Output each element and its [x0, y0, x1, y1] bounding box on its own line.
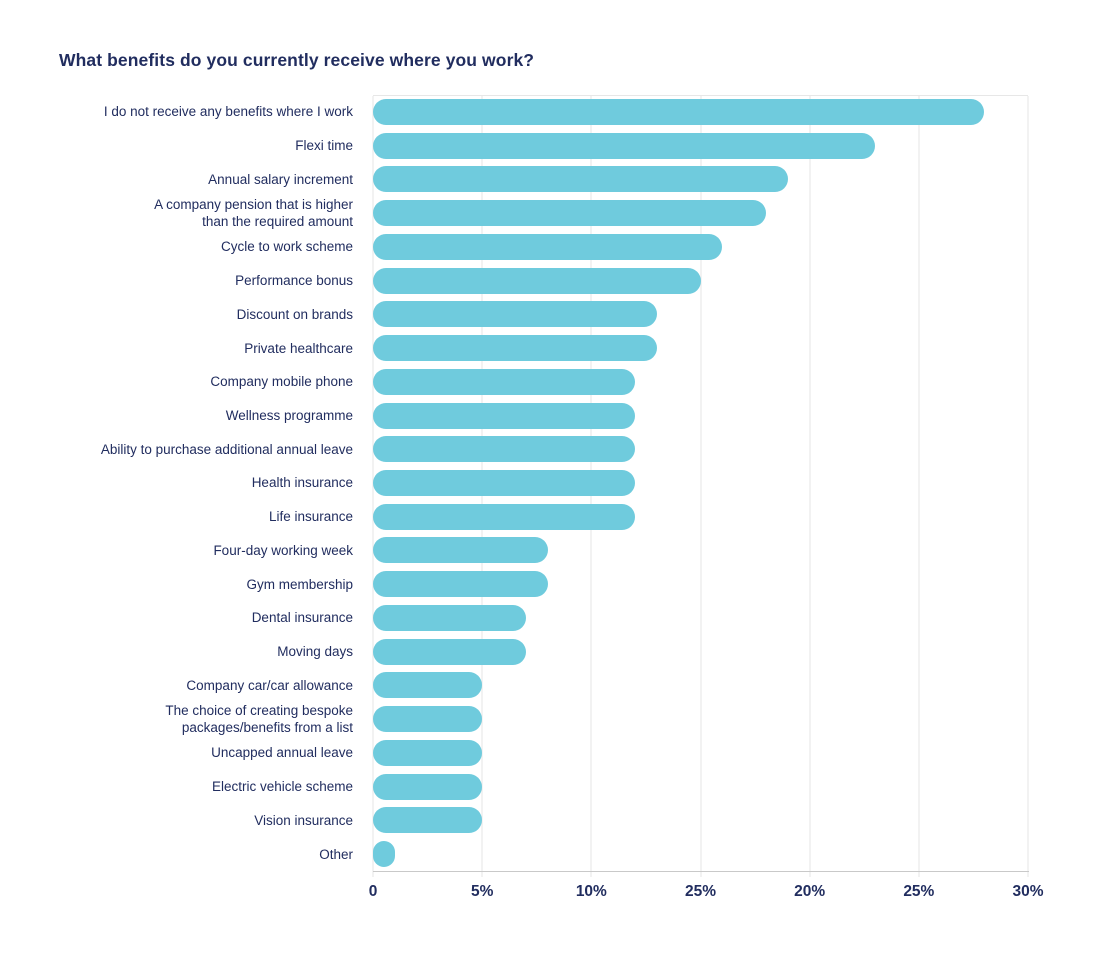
category-label: Discount on brands	[236, 306, 353, 322]
bar-row: Ability to purchase additional annual le…	[0, 432, 1104, 466]
bar-row: I do not receive any benefits where I wo…	[0, 95, 1104, 129]
category-label: Electric vehicle scheme	[211, 779, 353, 795]
bar	[373, 604, 526, 631]
category-label: Flexi time	[295, 138, 353, 154]
category-label: Annual salary increment	[208, 171, 353, 187]
bar-row: Private healthcare	[0, 331, 1104, 365]
bar-row: Four-day working week	[0, 534, 1104, 568]
x-tick-label: 10%	[575, 883, 607, 900]
bar	[373, 233, 723, 260]
x-tick-label: 20%	[794, 883, 826, 900]
bar	[373, 166, 788, 193]
category-label: Dental insurance	[251, 610, 353, 626]
category-label: I do not receive any benefits where I wo…	[103, 104, 353, 120]
bar-row: Uncapped annual leave	[0, 736, 1104, 770]
category-label: Company mobile phone	[210, 374, 353, 390]
bar-row: Cycle to work scheme	[0, 230, 1104, 264]
x-tick-label: 25%	[684, 883, 717, 900]
x-tick-label: 30%	[1012, 883, 1044, 900]
bar	[373, 706, 483, 733]
bar-row: A company pension that is higher than th…	[0, 196, 1104, 230]
category-label: Uncapped annual leave	[211, 745, 353, 761]
category-label: Life insurance	[268, 509, 353, 525]
bar	[373, 571, 548, 598]
category-label: Private healthcare	[244, 340, 353, 356]
bar-row: Life insurance	[0, 500, 1104, 534]
gridline	[700, 96, 701, 877]
bar-row: Discount on brands	[0, 297, 1104, 331]
category-label: A company pension that is higher than th…	[154, 197, 353, 230]
bar-row: Dental insurance	[0, 601, 1104, 635]
category-label: Moving days	[277, 644, 353, 660]
category-label: Gym membership	[246, 576, 353, 592]
x-tick-label: 0	[368, 883, 378, 900]
bar-row: Electric vehicle scheme	[0, 770, 1104, 804]
bar	[373, 267, 701, 294]
category-label: Vision insurance	[254, 812, 353, 828]
bar	[373, 739, 483, 766]
bar-row: Gym membership	[0, 567, 1104, 601]
bar-row: Flexi time	[0, 129, 1104, 163]
bar	[373, 503, 635, 530]
bar-row: Wellness programme	[0, 399, 1104, 433]
category-label: Four-day working week	[213, 542, 353, 558]
bar-row: Annual salary increment	[0, 162, 1104, 196]
gridline	[809, 96, 811, 877]
bar	[373, 301, 657, 328]
bar-row: Other	[0, 837, 1104, 871]
chart-title: What benefits do you currently receive w…	[59, 50, 535, 70]
category-label: The choice of creating bespoke packages/…	[165, 703, 353, 736]
bar	[373, 638, 526, 665]
bar-row: Performance bonus	[0, 264, 1104, 298]
category-label: Company car/car allowance	[186, 677, 353, 693]
bar	[373, 469, 635, 496]
category-label: Health insurance	[251, 475, 353, 491]
bar	[373, 200, 766, 227]
bar	[373, 841, 395, 868]
category-label: Cycle to work scheme	[220, 239, 353, 255]
bar	[373, 402, 635, 429]
bar	[373, 335, 657, 362]
category-label: Other	[319, 846, 353, 862]
bar	[373, 537, 548, 564]
gridline	[918, 96, 920, 877]
bar	[373, 98, 985, 125]
category-label: Performance bonus	[235, 273, 353, 289]
category-label: Wellness programme	[225, 408, 353, 423]
bar-row: The choice of creating bespoke packages/…	[0, 702, 1104, 736]
bar	[373, 436, 635, 463]
x-axis-line	[373, 871, 1029, 872]
gridline	[1027, 96, 1029, 877]
bar-row: Company car/car allowance	[0, 669, 1104, 703]
bar-row: Health insurance	[0, 466, 1104, 500]
bar	[373, 773, 483, 800]
x-tick-label: 5%	[470, 883, 494, 900]
category-label: Ability to purchase additional annual le…	[100, 441, 353, 457]
x-tick-label: 25%	[903, 883, 935, 900]
bar-row: Company mobile phone	[0, 365, 1104, 399]
bar-row: Vision insurance	[0, 804, 1104, 838]
bar	[373, 672, 483, 699]
bar-row: Moving days	[0, 635, 1104, 669]
bar	[373, 368, 635, 395]
bar	[373, 807, 483, 834]
bar	[373, 132, 876, 159]
plot-region: I do not receive any benefits where I wo…	[0, 95, 1104, 877]
